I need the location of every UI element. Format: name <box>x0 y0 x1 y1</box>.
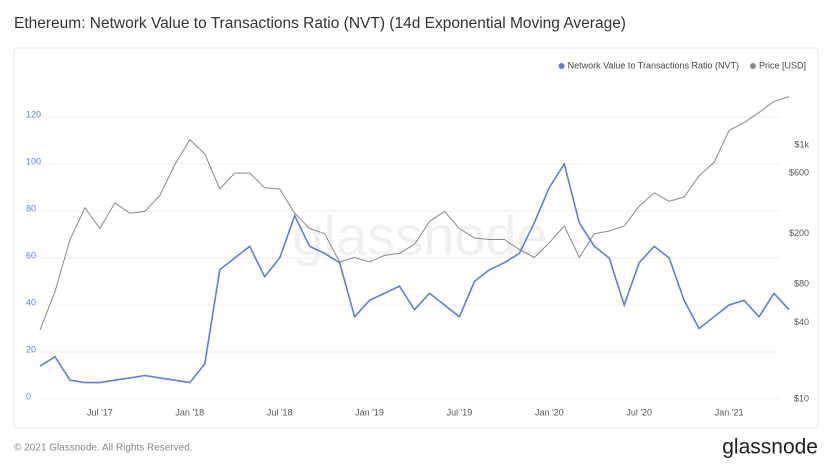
legend-label: Network Value to Transactions Ratio (NVT… <box>568 60 739 70</box>
y-tick-label: 40 <box>26 297 36 307</box>
y-tick-label: 60 <box>26 250 36 260</box>
x-tick-label: Jan '18 <box>175 407 204 417</box>
y-tick-label: 0 <box>26 391 31 401</box>
x-tick-label: Jan '21 <box>715 407 744 417</box>
y-tick-label: 120 <box>26 109 41 119</box>
y-tick-label: 80 <box>26 203 36 213</box>
x-tick-label: Jul '18 <box>267 407 293 417</box>
x-tick-label: Jul '20 <box>626 407 652 417</box>
legend-swatch <box>558 63 565 69</box>
y2-tick-label: $80 <box>794 279 809 289</box>
x-tick-label: Jan '19 <box>355 407 384 417</box>
series-line <box>39 162 790 384</box>
x-tick-label: Jul '17 <box>87 407 113 417</box>
legend-label: Price [USD] <box>759 60 806 70</box>
legend-swatch <box>749 63 756 69</box>
brand-logo: glassnode <box>722 436 818 459</box>
y2-tick-label: $600 <box>789 167 809 177</box>
y2-tick-label: $40 <box>794 317 809 327</box>
chart-title: Ethereum: Network Value to Transactions … <box>14 15 626 32</box>
y-tick-label: 20 <box>26 344 36 354</box>
y-tick-label: 100 <box>26 156 41 166</box>
y2-tick-label: $10 <box>794 393 809 403</box>
y2-tick-label: $1k <box>794 139 809 149</box>
footer: © 2021 Glassnode. All Rights Reserved. <box>14 443 193 454</box>
x-tick-label: Jan '20 <box>535 407 564 417</box>
y2-tick-label: $200 <box>789 228 809 238</box>
x-tick-label: Jul '19 <box>447 407 473 417</box>
series-line <box>39 96 790 331</box>
chart-frame <box>13 47 819 429</box>
